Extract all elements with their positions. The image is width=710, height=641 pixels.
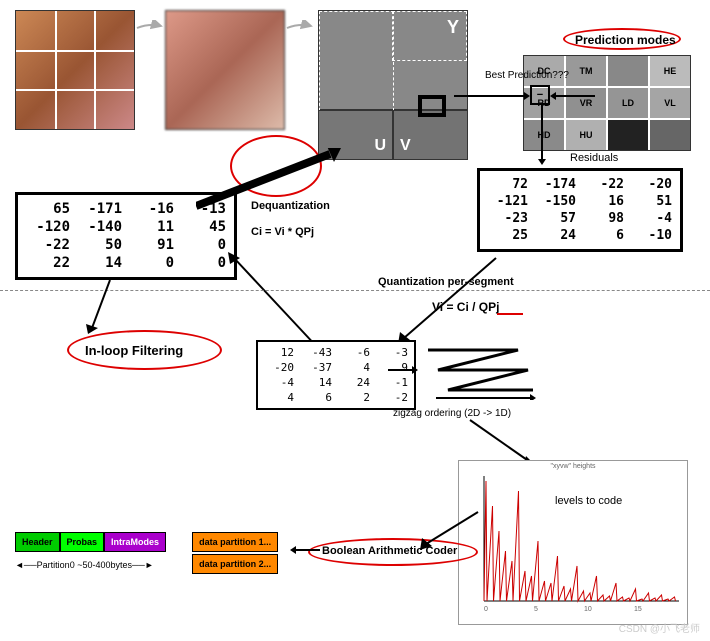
probas-box: Probas bbox=[60, 532, 105, 552]
chart-title: "xyvw" heights bbox=[459, 463, 687, 470]
intra-box: IntraModes bbox=[104, 532, 166, 552]
residuals-matrix: 72-174-22-20-121-1501651-235798-425246-1… bbox=[477, 168, 683, 252]
u-label: U bbox=[374, 137, 386, 155]
yuv-image: Y U V bbox=[318, 10, 468, 160]
inloop-label: In-loop Filtering bbox=[85, 343, 183, 358]
zigzag-icon bbox=[418, 340, 538, 400]
inloop-arrow bbox=[86, 278, 126, 334]
partition-caption: ◄──Partition0 ~50-400bytes──► bbox=[15, 560, 154, 570]
svg-text:0: 0 bbox=[484, 606, 488, 613]
zigzag-arrow-in bbox=[388, 365, 418, 375]
boolean-arrow bbox=[290, 545, 320, 555]
csdn-watermark: CSDN @小飞老师 bbox=[619, 620, 700, 635]
levels-label: levels to code bbox=[555, 495, 622, 507]
lena-block-image bbox=[165, 10, 285, 130]
lena-grid-image bbox=[15, 10, 135, 130]
subtract-box: − bbox=[530, 85, 550, 105]
chart-boolean-arrow bbox=[420, 510, 480, 550]
decode-arrow bbox=[196, 148, 341, 220]
arrow-flow-1 bbox=[135, 20, 165, 35]
levels-chart: "xyvw" heights 0 5 10 15 bbox=[458, 460, 688, 625]
header-box: Header bbox=[15, 532, 60, 552]
v-label: V bbox=[400, 137, 411, 155]
pred-modes-title: Prediction modes bbox=[575, 33, 676, 47]
qpj-underline bbox=[497, 313, 523, 315]
data-part1-box: data partition 1... bbox=[192, 532, 278, 552]
deq-arrow bbox=[228, 252, 320, 350]
svg-text:5: 5 bbox=[534, 606, 538, 613]
svg-text:10: 10 bbox=[584, 606, 592, 613]
svg-text:15: 15 bbox=[634, 606, 642, 613]
best-pred-label: Best Prediction??? bbox=[485, 70, 569, 81]
arrow-pred-sub bbox=[550, 90, 595, 102]
quantized-matrix: 12-43-6-3-20-3749-41424-1462-2 bbox=[256, 340, 416, 410]
residuals-label: Residuals bbox=[570, 152, 618, 164]
arrow-yuv-sub bbox=[454, 90, 530, 102]
arrow-sub-residuals bbox=[536, 105, 548, 165]
yuv-selection-box bbox=[418, 95, 446, 117]
data-part2-box: data partition 2... bbox=[192, 554, 278, 574]
deq-formula: Ci = Vi * QPj bbox=[251, 226, 314, 238]
quant-arrow bbox=[398, 256, 498, 344]
arrow-flow-2 bbox=[285, 20, 315, 35]
